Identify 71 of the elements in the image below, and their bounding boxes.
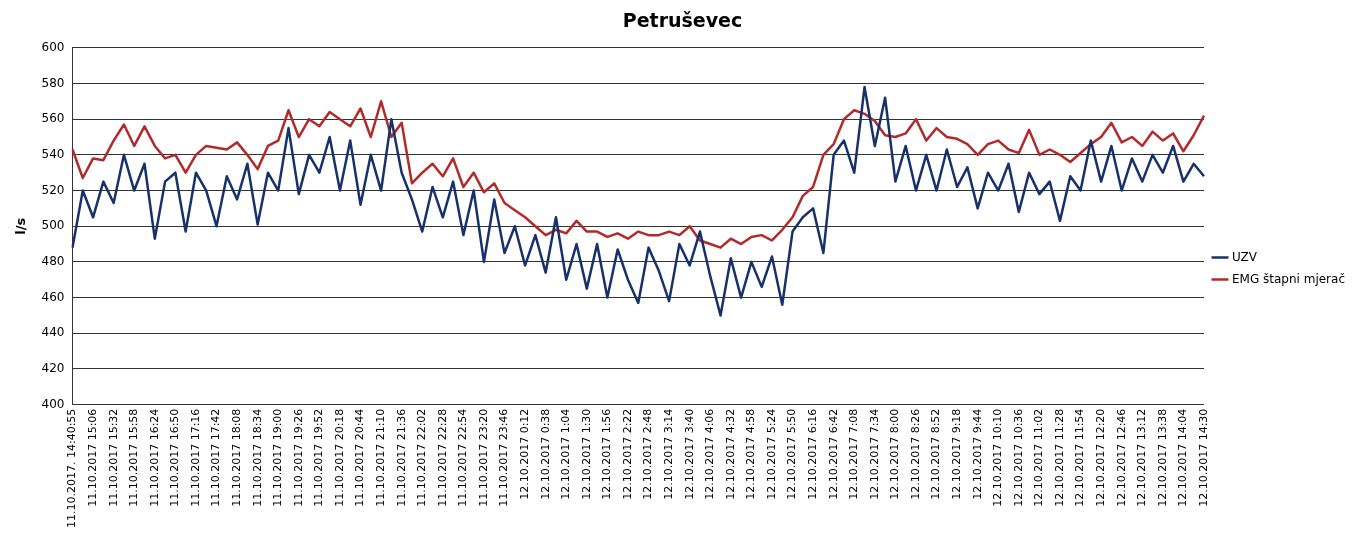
x-tick-label: 12.10.2017 4:06 <box>703 408 717 500</box>
x-tick-label: 12.10.2017 10:10 <box>991 408 1005 507</box>
x-tick-label: 12.10.2017 13:38 <box>1155 408 1169 507</box>
x-tick-label: 12.10.2017 3:40 <box>682 408 696 500</box>
x-tick-label: 12.10.2017 8:00 <box>888 408 902 500</box>
x-tick-label: 12.10.2017 0:38 <box>538 408 552 500</box>
x-tick-label: 11.10.2017 15:58 <box>127 408 141 507</box>
y-tick-label: 460 <box>41 289 65 304</box>
x-tick-label: 12.10.2017 14:04 <box>1176 408 1190 507</box>
y-tick-label: 480 <box>41 254 65 269</box>
x-tick-label: 12.10.2017 5:50 <box>785 408 799 500</box>
x-tick-label: 11.10.2017 17:16 <box>188 408 202 507</box>
x-tick-label: 12.10.2017 13:12 <box>1135 408 1149 507</box>
x-tick-label: 11.10.2017 22:02 <box>415 408 429 507</box>
x-tick-label: 12.10.2017 4:32 <box>723 408 737 500</box>
x-tick-label: 12.10.2017 11:02 <box>1032 408 1046 507</box>
x-tick-label: 11.10.2017 23:46 <box>497 408 511 507</box>
x-tick-label: 12.10.2017 0:12 <box>517 408 531 500</box>
x-tick-label: 11.10.2017 23:20 <box>476 408 490 507</box>
x-tick-label: 12.10.2017 4:58 <box>744 408 758 500</box>
x-tick-label: 12.10.2017 7:08 <box>847 408 861 500</box>
x-tick-label: 11.10.2017 22:54 <box>456 408 470 507</box>
x-tick-label: 12.10.2017 12:20 <box>1093 408 1107 507</box>
x-tick-label: 12.10.2017 9:18 <box>949 408 963 500</box>
x-tick-label: 12.10.2017 10:36 <box>1011 408 1025 507</box>
x-tick-label: 11.10.2017. 14:40:55 <box>65 408 79 529</box>
x-tick-label: 12.10.2017 6:42 <box>826 408 840 500</box>
x-tick-label: 11.10.2017 15:06 <box>85 408 99 507</box>
y-tick-label: 600 <box>41 39 65 54</box>
x-tick-label: 11.10.2017 16:24 <box>147 408 161 507</box>
y-tick-label: 400 <box>41 396 65 411</box>
x-tick-label: 11.10.2017 17:42 <box>209 408 223 507</box>
x-tick-label: 11.10.2017 16:50 <box>168 408 182 507</box>
x-tick-label: 11.10.2017 20:18 <box>332 408 346 507</box>
x-tick-label: 12.10.2017 12:46 <box>1114 408 1128 507</box>
y-tick-label: 520 <box>41 182 65 197</box>
x-tick-label: 12.10.2017 1:56 <box>600 408 614 500</box>
x-tick-label: 12.10.2017 11:54 <box>1073 408 1087 507</box>
x-tick-label: 12.10.2017 7:34 <box>867 408 881 500</box>
x-tick-label: 12.10.2017 8:52 <box>929 408 943 500</box>
y-tick-label: 540 <box>41 146 65 161</box>
y-tick-label: 580 <box>41 75 65 90</box>
y-axis-title: l/s <box>13 217 29 235</box>
x-tick-label: 11.10.2017 19:52 <box>312 408 326 507</box>
x-tick-label: 11.10.2017 15:32 <box>106 408 120 507</box>
y-tick-label: 440 <box>41 325 65 340</box>
x-tick-label: 11.10.2017 21:36 <box>394 408 408 507</box>
x-tick-label: 11.10.2017 19:00 <box>271 408 285 507</box>
x-tick-label: 12.10.2017 1:04 <box>559 408 573 500</box>
y-tick-label: 500 <box>41 218 65 233</box>
x-tick-label: 11.10.2017 19:26 <box>291 408 305 507</box>
y-tick-label: 420 <box>41 361 65 376</box>
x-tick-label: 12.10.2017 1:30 <box>579 408 593 500</box>
x-tick-label: 12.10.2017 9:44 <box>970 408 984 500</box>
x-tick-label: 12.10.2017 2:48 <box>641 408 655 500</box>
x-tick-label: 11.10.2017 21:10 <box>373 408 387 507</box>
x-tick-label: 11.10.2017 22:28 <box>435 408 449 507</box>
x-tick-label: 11.10.2017 20:44 <box>353 408 367 507</box>
x-tick-label: 11.10.2017 18:08 <box>229 408 243 507</box>
legend-label: EMG štapni mjerač <box>1231 271 1346 286</box>
legend-label: UZV <box>1231 249 1258 264</box>
x-tick-label: 12.10.2017 11:28 <box>1052 408 1066 507</box>
x-tick-label: 12.10.2017 2:22 <box>620 408 634 500</box>
x-tick-label: 12.10.2017 3:14 <box>661 408 675 500</box>
x-tick-label: 12.10.2017 5:24 <box>764 408 778 500</box>
x-tick-label: 12.10.2017 6:16 <box>805 408 819 500</box>
x-tick-label: 11.10.2017 18:34 <box>250 408 264 507</box>
x-tick-label: 12.10.2017 14:30 <box>1196 408 1210 507</box>
chart-title: Petruševec <box>622 9 743 32</box>
y-tick-label: 560 <box>41 111 65 126</box>
x-tick-label: 12.10.2017 8:26 <box>908 408 922 500</box>
